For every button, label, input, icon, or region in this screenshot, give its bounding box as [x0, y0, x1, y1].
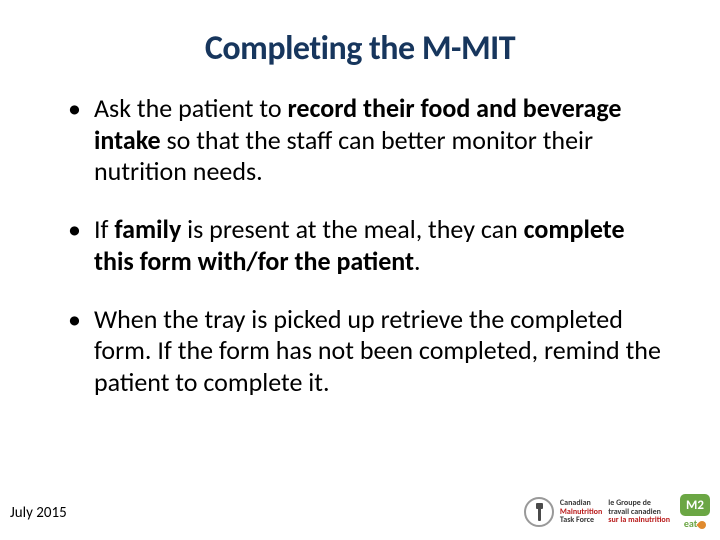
- cmtf-text: Canadian Malnutrition Task Force le Grou…: [560, 499, 670, 524]
- bullet-text: Ask the patient to: [94, 92, 287, 124]
- bullet-text: When the tray is picked up retrieve the …: [94, 303, 661, 398]
- logo-area: Canadian Malnutrition Task Force le Grou…: [524, 494, 710, 530]
- slide: Completing the M-MIT Ask the patient to …: [0, 0, 720, 540]
- cmtf-logo: Canadian Malnutrition Task Force le Grou…: [524, 497, 670, 527]
- m2eat-logo: M2 eat: [680, 494, 710, 530]
- logo-line: Task Force: [560, 516, 602, 524]
- bullet-item: Ask the patient to record their food and…: [68, 93, 670, 188]
- bullet-list: Ask the patient to record their food and…: [68, 93, 670, 399]
- bullet-item: If family is present at the meal, they c…: [68, 214, 670, 277]
- bullet-bold: family: [114, 213, 187, 245]
- bullet-item: When the tray is picked up retrieve the …: [68, 304, 670, 399]
- logo-line: sur la malnutrition: [608, 516, 670, 524]
- leaf-icon: [697, 519, 708, 530]
- bullet-text: so that the staff can better monitor the…: [94, 124, 593, 188]
- fork-icon: [524, 497, 554, 527]
- eat-text: eat: [684, 517, 697, 530]
- m2-badge: M2: [680, 494, 710, 516]
- bullet-text: If: [94, 213, 114, 245]
- eat-label: eat: [684, 517, 706, 530]
- cmtf-english: Canadian Malnutrition Task Force: [560, 499, 602, 524]
- footer-date: July 2015: [10, 504, 67, 522]
- bullet-text: .: [414, 245, 421, 277]
- bullet-text: is present at the meal, they can: [187, 213, 523, 245]
- slide-title: Completing the M-MIT: [50, 28, 670, 69]
- cmtf-french: le Groupe de travail canadien sur la mal…: [608, 499, 670, 524]
